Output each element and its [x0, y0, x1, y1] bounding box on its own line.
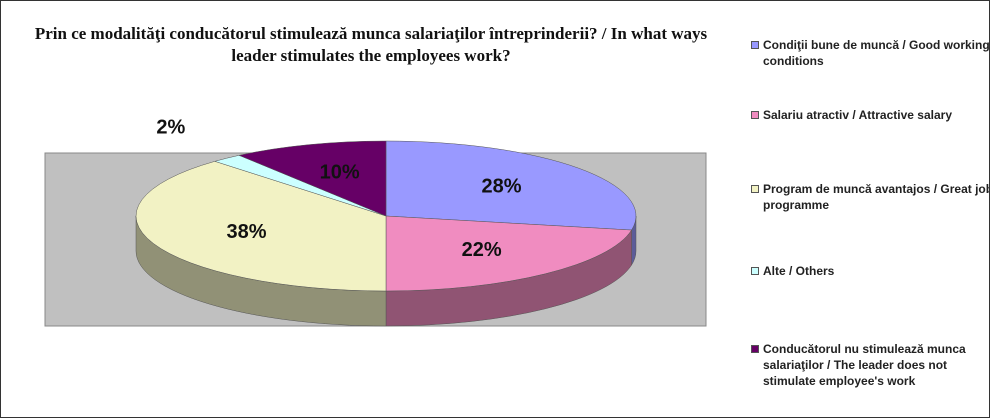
legend-label: Alte / Others — [763, 264, 835, 278]
legend-swatch — [751, 345, 759, 353]
data-label: 22% — [462, 239, 502, 261]
slice — [238, 140, 387, 217]
legend-swatch — [751, 185, 759, 193]
slice — [135, 161, 387, 327]
chart-title: Prin ce modalităţi conducătorul stimulea… — [34, 24, 708, 65]
legend-label: Condiţii bune de muncă / Good working co… — [763, 38, 990, 68]
plot: 28% 22% 38% 2% 10% — [44, 116, 707, 327]
legend-label: Program de muncă avantajos / Great job p… — [763, 182, 990, 212]
data-label: 2% — [156, 116, 185, 138]
slice-top — [135, 161, 387, 292]
legend-label: Salariu atractiv / Attractive salary — [763, 108, 952, 122]
legend-item: Salariu atractiv / Attractive salary — [751, 107, 989, 123]
slice — [385, 140, 637, 266]
legend-item: Condiţii bune de muncă / Good working co… — [751, 37, 990, 69]
data-label: 38% — [227, 221, 267, 243]
legend-swatch — [751, 41, 759, 49]
data-label: 28% — [482, 176, 522, 198]
legend-item: Conducătorul nu stimulează munca salaria… — [751, 341, 989, 389]
legend-swatch — [751, 111, 759, 119]
slice-top — [238, 140, 387, 217]
slice-top — [385, 140, 637, 231]
legend-item: Program de muncă avantajos / Great job p… — [751, 181, 990, 213]
data-label: 10% — [320, 161, 360, 183]
legend-item: Alte / Others — [751, 263, 989, 279]
legend-label: Conducătorul nu stimulează munca salaria… — [763, 342, 966, 388]
slice-top — [385, 215, 633, 292]
legend-swatch — [751, 267, 759, 275]
